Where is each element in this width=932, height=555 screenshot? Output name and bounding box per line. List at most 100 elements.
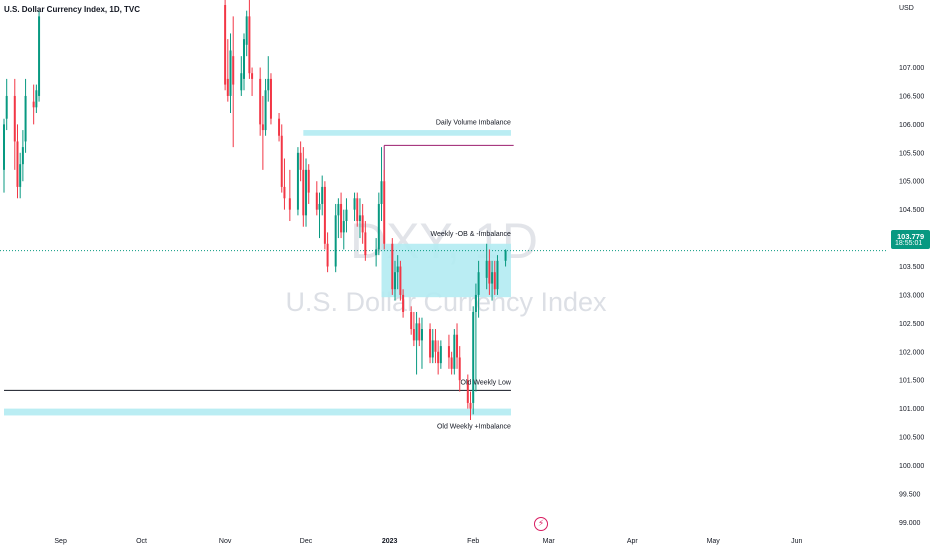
candle-down [302,169,305,216]
candle-up [472,311,475,403]
line-label-old-weekly-low: Old Weekly Low [461,380,512,387]
candle-down [251,73,254,79]
candle-down [323,186,326,244]
candle-up [3,124,5,170]
candle-up [353,198,356,210]
x-tick-label: Mar [543,538,556,545]
last-price-value: 103.779 [897,232,925,241]
candle-down [307,169,310,193]
candle-down [412,329,415,341]
y-tick-label: 101.500 [899,378,924,385]
candle-down [434,340,437,352]
candle-up [358,215,361,222]
candle-down [13,95,16,142]
candle-down [402,294,405,312]
y-tick-label: 102.500 [899,321,924,328]
zone-label-old-weekly-imbalance: Old Weekly +Imbalance [437,424,511,431]
candle-up [491,272,494,284]
y-tick-label: 106.000 [899,122,924,129]
y-tick-label: 103.500 [899,264,924,271]
candle-up [5,95,8,119]
candle-up [453,334,456,369]
candle-down [288,198,291,210]
candle-down [356,198,359,222]
zone-label-daily-volume: Daily Volume Imbalance [436,119,511,126]
x-tick-label: Sep [54,538,67,545]
candle-up [420,329,423,341]
candle-down [283,186,286,199]
zone-box [303,130,511,136]
candle-down [364,232,367,256]
candle-up [504,250,507,261]
candle-down [226,78,229,96]
candle-up [19,164,22,187]
y-tick-label: 99.000 [899,520,921,527]
candle-up [334,215,337,267]
candle-down [224,5,227,85]
y-tick-label: 100.000 [899,463,924,470]
candle-up [245,16,248,45]
candle-down [418,323,421,341]
y-tick-label: 105.500 [899,150,924,157]
candle-up [264,90,267,131]
chart-title: U.S. Dollar Currency Index, 1D, TVC [4,5,141,14]
candle-down [340,203,343,233]
candle-up [375,249,378,256]
candle-down [16,141,19,187]
candle-up [496,260,499,290]
candle-down [261,124,264,131]
candle-up [439,346,442,364]
zone-label-weekly-ob: Weekly -OB & -Imbalance [431,231,512,238]
candle-down [458,357,461,381]
candle-down [399,266,402,295]
candle-up [267,78,270,91]
candle-up [35,90,38,108]
candle-up [321,186,324,204]
y-tick-label: 106.500 [899,93,924,100]
candle-down [429,329,432,358]
candle-down [269,78,272,119]
candle-down [232,56,235,85]
candle-up [474,294,477,312]
candle-up [415,323,418,341]
y-tick-label: 102.000 [899,349,924,356]
candle-down [447,346,450,358]
candle-up [242,39,245,79]
candle-up [342,221,345,233]
candle-down [493,272,496,290]
candle-up [380,181,383,204]
x-tick-label: May [707,538,721,545]
y-tick-label: 103.000 [899,292,924,299]
candle-up [396,266,399,273]
candle-down [383,181,386,244]
candle-down [315,192,318,210]
x-tick-label: Feb [467,538,479,545]
candle-up [21,147,24,165]
candle-up [377,203,380,250]
candle-down [32,101,35,108]
candle-up [337,203,340,216]
lightning-icon[interactable]: ⚡ [534,517,548,531]
x-tick-label: Nov [219,538,232,545]
candle-up [431,340,434,358]
candle-down [410,311,413,330]
candle-up [318,203,321,210]
zone-box [4,408,511,416]
x-tick-label: Oct [136,538,147,545]
y-tick-label: 105.000 [899,179,924,186]
y-tick-label: 100.500 [899,435,924,442]
x-tick-label: Jun [791,538,802,545]
x-tick-label: Dec [300,538,313,545]
candle-down [469,402,472,409]
candle-up [38,16,41,96]
currency-label: USD [899,5,914,12]
y-tick-label: 99.500 [899,491,921,498]
bar-countdown: 18:55:01 [895,240,923,247]
candle-up [305,169,308,216]
candle-down [488,260,491,284]
candle-up [477,272,480,295]
candle-up [24,95,27,142]
candle-down [280,135,283,187]
